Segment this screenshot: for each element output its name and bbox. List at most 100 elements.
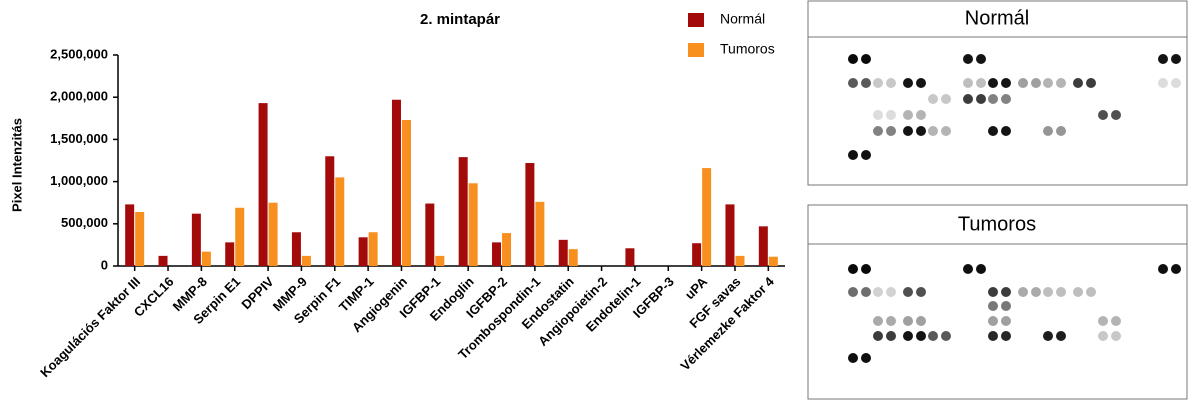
blot-spot [1073,287,1083,297]
y-tick-label: 500,000 [61,215,108,230]
blot-spot [903,126,913,136]
bar [769,257,778,266]
blot-spot [1158,264,1168,274]
bar [402,120,411,266]
bar [335,177,344,266]
bar [135,212,144,266]
blot-spot [963,94,973,104]
blot-spot [848,264,858,274]
page: 2. mintapár Pixel Intenzitás Normál Tumo… [0,0,1188,409]
y-tick-label: 0 [101,257,108,272]
blot-spot [1098,316,1108,326]
blot-spot [1111,110,1121,120]
blot-spot [916,126,926,136]
legend-label: Tumoros [720,41,775,57]
blot-spot [886,331,896,341]
blot-spot [1158,78,1168,88]
blot-spot [1171,54,1181,64]
legend-label: Normál [720,11,765,27]
bar [125,204,134,266]
legend-swatch [688,13,704,27]
blot-spot [988,94,998,104]
blot-spot [963,54,973,64]
blot-spot [1001,78,1011,88]
blot-panel: Tumoros [808,205,1187,399]
bar [225,242,234,266]
blot-spot [861,54,871,64]
blot-spot [1056,78,1066,88]
blot-spot [963,264,973,274]
blot-spot [1001,94,1011,104]
bar [625,248,634,266]
blot-spot [928,126,938,136]
blot-spot [941,331,951,341]
blot-spot [1001,331,1011,341]
blot-spot [976,54,986,64]
blot-spot [916,287,926,297]
blot-spot [1018,78,1028,88]
blot-spot [1031,287,1041,297]
bar [702,168,711,266]
blot-spot [976,78,986,88]
blot-spot [1043,126,1053,136]
blot-spot [1001,301,1011,311]
bar [492,242,501,266]
blot-spot [928,331,938,341]
blot-spot [988,301,998,311]
blot-spot [1018,287,1028,297]
blot-spot [988,331,998,341]
blot-spot [1086,287,1096,297]
bar [759,226,768,266]
y-tick-label: 2,000,000 [50,89,108,104]
bar [235,208,244,266]
blot-spot [1001,316,1011,326]
legend-swatch [688,43,704,57]
blot-spot [848,78,858,88]
bar [425,204,434,266]
blot-spot [903,331,913,341]
blot-spot [1111,316,1121,326]
bar [569,249,578,266]
blot-spot [873,316,883,326]
blot-spot [886,316,896,326]
blot-spot [873,78,883,88]
blot-spot [861,78,871,88]
bar [502,233,511,266]
blot-spot [916,331,926,341]
blot-spot [916,316,926,326]
blot-spot [1171,78,1181,88]
blot-spot [941,126,951,136]
blot-spot [1001,126,1011,136]
bar [692,243,701,266]
blot-spot [873,287,883,297]
x-tick-label: uPA [682,274,711,303]
blot-spot [1098,110,1108,120]
blot-spot [1073,78,1083,88]
chart-title: 2. mintapár [420,11,500,28]
y-tick-label: 1,500,000 [50,131,108,146]
bar [202,252,211,266]
blot-spot [1171,264,1181,274]
blot-spot [988,316,998,326]
blot-spot [861,287,871,297]
bar [302,256,311,266]
bar [269,203,278,266]
blot-spot [886,78,896,88]
bar [735,256,744,266]
bar [192,214,201,266]
blot-spot [886,287,896,297]
bar [525,163,534,266]
blot-spot [903,78,913,88]
blot-spot [886,126,896,136]
blot-spot [916,110,926,120]
blot-spot [1158,54,1168,64]
blot-spot [873,110,883,120]
bar [725,204,734,266]
blot-spot [1001,287,1011,297]
blot-spot [976,264,986,274]
bar [392,100,401,266]
bar [369,232,378,266]
blot-spot [1098,331,1108,341]
blot-spot [1056,126,1066,136]
blot-spot [1111,331,1121,341]
